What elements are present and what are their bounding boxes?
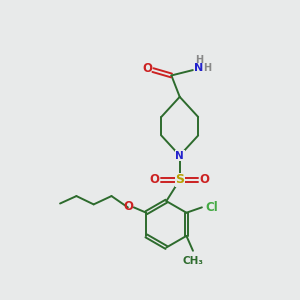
Text: N: N bbox=[175, 151, 184, 160]
Text: H: H bbox=[204, 63, 212, 73]
Text: Cl: Cl bbox=[206, 201, 218, 214]
Text: O: O bbox=[142, 62, 153, 75]
Text: O: O bbox=[200, 173, 210, 187]
Text: O: O bbox=[150, 173, 160, 187]
Text: N: N bbox=[194, 63, 203, 73]
Text: O: O bbox=[123, 200, 134, 213]
Text: H: H bbox=[195, 55, 203, 65]
Text: CH₃: CH₃ bbox=[182, 256, 203, 266]
Text: S: S bbox=[175, 173, 184, 187]
